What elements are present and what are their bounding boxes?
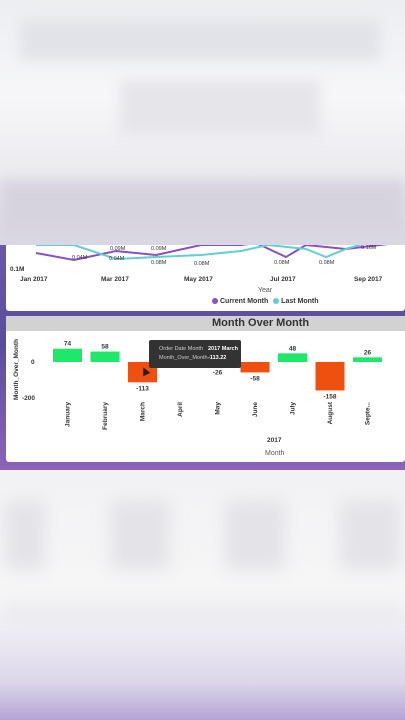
y-tick-label: 0.1M (10, 266, 25, 273)
report-canvas: 0.1M 0.04M 0.09M 0.04M 0.09M 0.08M 0.08M… (0, 245, 405, 470)
point-label: 0.04M (72, 255, 88, 261)
x-tick-label: Jan 2017 (20, 276, 48, 283)
tooltip-key: Order Date Month (159, 346, 204, 352)
data-label: 58 (101, 344, 109, 351)
legend-dot-icon (273, 298, 280, 304)
y-tick-label: -200 (22, 395, 36, 402)
data-label: -26 (213, 370, 223, 377)
x-axis-title: Year (258, 287, 273, 294)
x-tick-label: May (215, 402, 222, 415)
x-tick-label: Jul 2017 (270, 276, 296, 283)
last-month-line (36, 245, 363, 261)
legend-dot-icon (212, 298, 218, 304)
month-over-month-card: Month Over Month Month_Over_Month 0 -200… (6, 316, 405, 462)
x-tick-label: July (290, 402, 297, 415)
blurred-header-area (0, 0, 405, 245)
line-chart-card: 0.1M 0.04M 0.09M 0.04M 0.09M 0.08M 0.08M… (6, 245, 405, 311)
chart-tooltip: Order Date Month 2017 March Month_Over_Mo… (149, 340, 241, 368)
point-label: 0.09M (110, 246, 126, 252)
data-label: -113 (136, 385, 149, 392)
x-tick-label: February (102, 402, 109, 430)
legend-item-current[interactable]: Current Month (212, 298, 268, 305)
x-tick-label: April (177, 402, 184, 417)
x-tick-label: January (65, 402, 72, 427)
legend-item-last[interactable]: Last Month (273, 298, 319, 305)
point-label: 0.09M (151, 246, 167, 252)
data-label: 26 (364, 349, 372, 356)
point-label: 0.08M (319, 260, 335, 266)
data-label: 74 (64, 341, 72, 348)
y-tick-label: 0 (31, 359, 35, 366)
point-label: 0.04M (109, 256, 125, 262)
x-group-label: 2017 (267, 437, 282, 444)
blurred-footer-area (0, 470, 405, 720)
data-label: -158 (323, 393, 336, 400)
line-legend: Current Month Last Month (212, 298, 319, 305)
x-axis-title: Month (265, 450, 285, 457)
bar-septe[interactable] (353, 357, 382, 362)
point-label: 0.16M (361, 245, 377, 251)
tooltip-value: -113.22 (208, 355, 227, 361)
bar-august[interactable] (315, 362, 345, 391)
x-tick-label: May 2017 (184, 276, 213, 283)
point-label: 0.08M (274, 260, 290, 266)
data-label: 48 (289, 345, 297, 352)
x-tick-label: Sep 2017 (354, 276, 383, 283)
bar-chart: 74 January 58 February -113 March April -26 May -… (53, 341, 382, 430)
x-tick-label: June (252, 402, 259, 418)
tooltip-value: 2017 March (208, 346, 238, 352)
chart-title: Month Over Month (212, 317, 310, 329)
x-tick-label: March (140, 402, 147, 421)
bar-february[interactable] (90, 351, 120, 362)
visual-header: Month Over Month (6, 316, 405, 331)
tooltip-key: Month_Over_Month (159, 355, 208, 361)
x-tick-label: Septe... (365, 402, 372, 425)
bar-july[interactable] (278, 353, 307, 362)
point-label: 0.08M (194, 261, 210, 267)
line-chart (35, 245, 389, 262)
bar-june[interactable] (240, 362, 270, 373)
bar-january[interactable] (53, 348, 82, 362)
x-tick-label: August (327, 401, 334, 424)
point-label: 0.08M (151, 260, 167, 266)
x-tick-label: Mar 2017 (101, 276, 129, 283)
data-label: -58 (250, 375, 260, 382)
